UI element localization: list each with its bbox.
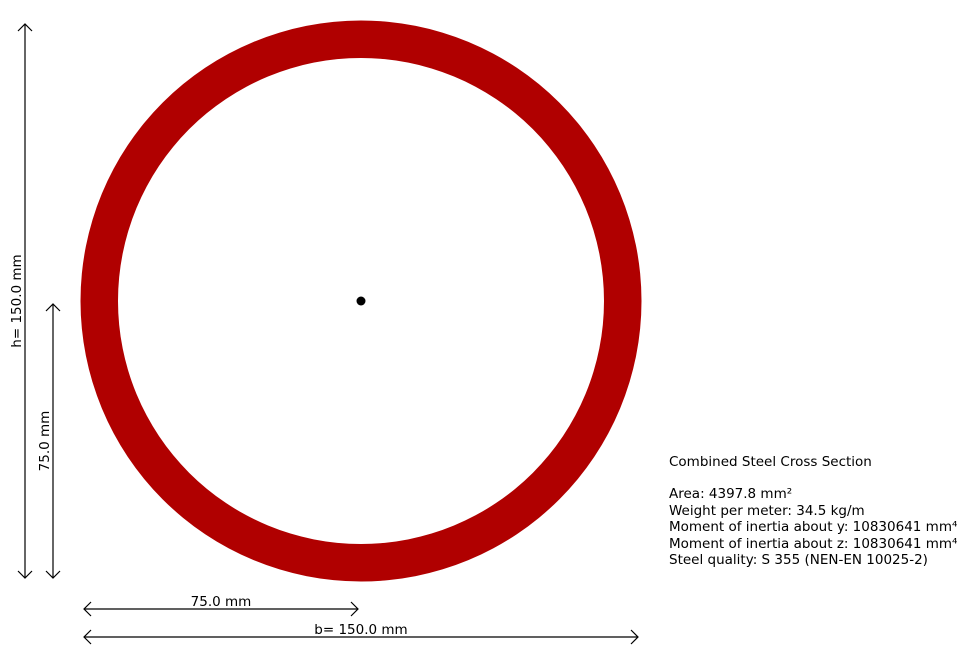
area-value: Area: 4397.8 mm² <box>669 486 793 503</box>
half-width-dimension <box>83 601 359 617</box>
half-height-dimension <box>45 303 61 579</box>
spacer <box>669 470 957 486</box>
width-label: b= 150.0 mm <box>314 622 407 638</box>
section-title: Combined Steel Cross Section <box>669 454 872 470</box>
width-dimension <box>83 629 639 645</box>
inertia-y-value: Moment of inertia about y: 10830641 mm⁴ <box>669 519 958 536</box>
centroid-dot <box>356 296 366 306</box>
height-label: h= 150.0 mm <box>9 254 25 347</box>
steel-quality-value: Steel quality: S 355 (NEN-EN 10025-2) <box>669 552 928 569</box>
weight-value: Weight per meter: 34.5 kg/m <box>669 502 865 519</box>
inertia-z-value: Moment of inertia about z: 10830641 mm⁴ <box>669 535 958 552</box>
height-dimension <box>17 23 33 579</box>
half-height-label: 75.0 mm <box>37 411 53 472</box>
section-properties-panel: Combined Steel Cross Section Area: 4397.… <box>669 454 957 568</box>
half-width-label: 75.0 mm <box>191 594 252 610</box>
